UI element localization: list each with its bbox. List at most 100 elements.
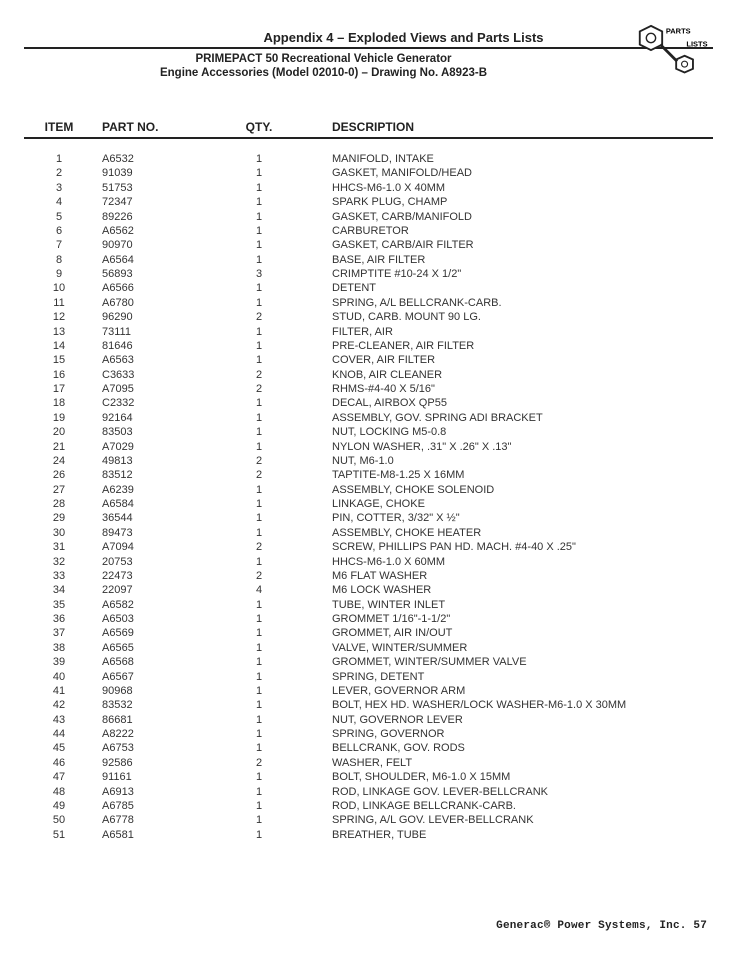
cell-partno: 83512 — [94, 468, 214, 482]
cell-partno: A6569 — [94, 626, 214, 640]
cell-item: 47 — [24, 770, 94, 784]
cell-desc: VALVE, WINTER/SUMMER — [304, 641, 713, 655]
appendix-title: Appendix 4 – Exploded Views and Parts Li… — [184, 30, 623, 45]
cell-desc: NUT, M6-1.0 — [304, 454, 713, 468]
cell-item: 21 — [24, 439, 94, 453]
cell-desc: ROD, LINKAGE BELLCRANK-CARB. — [304, 799, 713, 813]
col-qty-header: QTY. — [214, 117, 304, 138]
cell-desc: SPARK PLUG, CHAMP — [304, 195, 713, 209]
cell-qty: 1 — [214, 511, 304, 525]
cell-partno: 51753 — [94, 181, 214, 195]
table-row: 50A67781SPRING, A/L GOV. LEVER-BELLCRANK — [24, 813, 713, 827]
cell-qty: 1 — [214, 195, 304, 209]
cell-partno: A6785 — [94, 799, 214, 813]
cell-desc: WASHER, FELT — [304, 756, 713, 770]
cell-partno: 92586 — [94, 756, 214, 770]
cell-desc: DECAL, AIRBOX QP55 — [304, 396, 713, 410]
table-row: 33224732M6 FLAT WASHER — [24, 569, 713, 583]
table-row: 46925862WASHER, FELT — [24, 756, 713, 770]
cell-qty: 1 — [214, 396, 304, 410]
cell-qty: 2 — [214, 468, 304, 482]
cell-item: 8 — [24, 252, 94, 266]
cell-item: 14 — [24, 339, 94, 353]
cell-desc: SPRING, DETENT — [304, 669, 713, 683]
table-row: 3517531HHCS-M6-1.0 X 40MM — [24, 181, 713, 195]
cell-desc: ROD, LINKAGE GOV. LEVER-BELLCRANK — [304, 784, 713, 798]
cell-desc: GROMMET 1/16"-1-1/2" — [304, 612, 713, 626]
cell-desc: SPRING, GOVERNOR — [304, 727, 713, 741]
table-row: 36A65031GROMMET 1/16"-1-1/2" — [24, 612, 713, 626]
cell-item: 48 — [24, 784, 94, 798]
cell-qty: 1 — [214, 827, 304, 841]
cell-partno: A6564 — [94, 252, 214, 266]
cell-partno: 89226 — [94, 209, 214, 223]
cell-item: 9 — [24, 267, 94, 281]
cell-desc: ASSEMBLY, CHOKE SOLENOID — [304, 482, 713, 496]
cell-item: 50 — [24, 813, 94, 827]
table-row: 45A67531BELLCRANK, GOV. RODS — [24, 741, 713, 755]
cell-partno: A6568 — [94, 655, 214, 669]
cell-item: 38 — [24, 641, 94, 655]
cell-partno: 49813 — [94, 454, 214, 468]
table-row: 17A70952RHMS-#4-40 X 5/16" — [24, 382, 713, 396]
cell-desc: BASE, AIR FILTER — [304, 252, 713, 266]
cell-desc: RHMS-#4-40 X 5/16" — [304, 382, 713, 396]
table-row: 43866811NUT, GOVERNOR LEVER — [24, 712, 713, 726]
cell-desc: GASKET, CARB/MANIFOLD — [304, 209, 713, 223]
cell-desc: ASSEMBLY, GOV. SPRING ADI BRACKET — [304, 411, 713, 425]
cell-qty: 1 — [214, 411, 304, 425]
table-row: 8A65641BASE, AIR FILTER — [24, 252, 713, 266]
cell-qty: 4 — [214, 583, 304, 597]
cell-item: 4 — [24, 195, 94, 209]
cell-item: 33 — [24, 569, 94, 583]
cell-desc: GASKET, CARB/AIR FILTER — [304, 238, 713, 252]
cell-desc: GASKET, MANIFOLD/HEAD — [304, 166, 713, 180]
cell-item: 32 — [24, 554, 94, 568]
table-row: 26835122TAPTITE-M8-1.25 X 16MM — [24, 468, 713, 482]
col-part-header: PART NO. — [94, 117, 214, 138]
table-row: 18C23321DECAL, AIRBOX QP55 — [24, 396, 713, 410]
drawing-title: Engine Accessories (Model 02010-0) – Dra… — [24, 67, 623, 79]
product-title: PRIMEPACT 50 Recreational Vehicle Genera… — [24, 53, 623, 65]
cell-desc: SPRING, A/L BELLCRANK-CARB. — [304, 296, 713, 310]
cell-partno: 91161 — [94, 770, 214, 784]
cell-item: 41 — [24, 684, 94, 698]
table-row: 10A65661DETENT — [24, 281, 713, 295]
table-row: 42835321BOLT, HEX HD. WASHER/LOCK WASHER… — [24, 698, 713, 712]
table-row: 30894731ASSEMBLY, CHOKE HEATER — [24, 526, 713, 540]
cell-qty: 1 — [214, 526, 304, 540]
cell-qty: 1 — [214, 626, 304, 640]
cell-item: 44 — [24, 727, 94, 741]
cell-qty: 1 — [214, 181, 304, 195]
cell-desc: HHCS-M6-1.0 X 60MM — [304, 554, 713, 568]
table-row: 6A65621CARBURETOR — [24, 224, 713, 238]
cell-item: 40 — [24, 669, 94, 683]
cell-item: 34 — [24, 583, 94, 597]
cell-item: 20 — [24, 425, 94, 439]
cell-partno: A6581 — [94, 827, 214, 841]
cell-qty: 3 — [214, 267, 304, 281]
cell-partno: A6566 — [94, 281, 214, 295]
cell-qty: 1 — [214, 439, 304, 453]
cell-item: 43 — [24, 712, 94, 726]
cell-partno: 90970 — [94, 238, 214, 252]
cell-desc: MANIFOLD, INTAKE — [304, 138, 713, 166]
cell-desc: HHCS-M6-1.0 X 40MM — [304, 181, 713, 195]
cell-partno: 73111 — [94, 324, 214, 338]
cell-item: 36 — [24, 612, 94, 626]
cell-desc: M6 LOCK WASHER — [304, 583, 713, 597]
table-row: 13731111FILTER, AIR — [24, 324, 713, 338]
cell-item: 6 — [24, 224, 94, 238]
page-header: Appendix 4 – Exploded Views and Parts Li… — [24, 30, 713, 79]
cell-qty: 1 — [214, 655, 304, 669]
table-row: 37A65691GROMMET, AIR IN/OUT — [24, 626, 713, 640]
table-row: 15A65631COVER, AIR FILTER — [24, 353, 713, 367]
table-row: 49A67851ROD, LINKAGE BELLCRANK-CARB. — [24, 799, 713, 813]
cell-desc: SPRING, A/L GOV. LEVER-BELLCRANK — [304, 813, 713, 827]
table-row: 2910391GASKET, MANIFOLD/HEAD — [24, 166, 713, 180]
cell-desc: CARBURETOR — [304, 224, 713, 238]
cell-item: 17 — [24, 382, 94, 396]
cell-desc: BOLT, HEX HD. WASHER/LOCK WASHER-M6-1.0 … — [304, 698, 713, 712]
cell-qty: 1 — [214, 166, 304, 180]
cell-qty: 1 — [214, 497, 304, 511]
